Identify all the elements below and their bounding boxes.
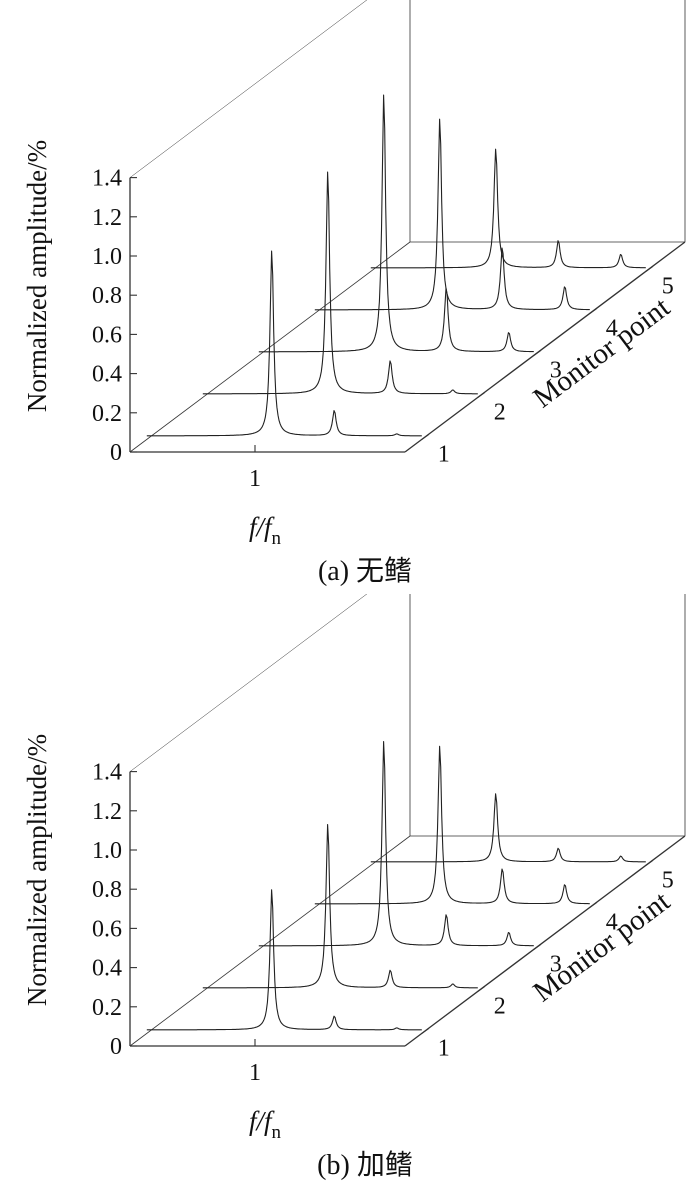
depth-axis-title: Monitor point	[527, 291, 676, 414]
y-tick-label: 1.0	[92, 838, 122, 864]
depth-tick-mark	[533, 349, 542, 356]
axes-frame	[129, 594, 686, 1047]
x-axis-title: f/fn	[249, 1106, 282, 1143]
depth-tick-mark	[589, 901, 598, 908]
side-wall-top-edge	[129, 594, 368, 772]
spectrum-line-monitor-2	[202, 171, 478, 395]
y-tick-label: 0.6	[92, 916, 122, 942]
spectrum-line-monitor-2	[202, 823, 478, 989]
y-tick-label: 0.4	[92, 956, 122, 982]
y-tick-label: 1.2	[92, 205, 122, 231]
depth-axis-line	[404, 241, 686, 453]
axes-frame	[129, 0, 686, 453]
y-tick-label: 1.4	[92, 760, 122, 786]
depth-tick-label: 5	[662, 273, 674, 299]
chart-panel-b: 0 0.2 0.4 0.6 0.8 1.0 1.2 1.4 1 1 2 3 4 5 Normalized a…	[0, 594, 700, 1188]
y-tick-label: 0	[110, 1034, 122, 1060]
y-tick-label: 0.8	[92, 283, 122, 309]
depth-tick-label: 5	[662, 867, 674, 893]
depth-tick-mark	[645, 265, 654, 272]
side-wall-top-edge	[129, 0, 368, 178]
x-tick-label: 1	[249, 1060, 261, 1086]
spectrum-line-monitor-3	[258, 741, 534, 947]
chart-b: 0 0.2 0.4 0.6 0.8 1.0 1.2 1.4 1 1 2 3 4 5 Normalized a…	[22, 594, 686, 1181]
x-axis-title-subscript: n	[272, 528, 282, 549]
chart-panel-a: 0 0.2 0.4 0.6 0.8 1.0 1.2 1.4 1 1 2 3 4 5 Normalized a…	[22, 0, 686, 587]
y-tick-label: 0.2	[92, 995, 122, 1021]
y-axis-title: Normalized amplitude/%	[22, 734, 52, 1006]
depth-tick-label: 2	[494, 993, 506, 1019]
y-tick-label: 1.0	[92, 244, 122, 270]
x-axis-title-subscript: n	[272, 1122, 282, 1143]
depth-tick-label: 1	[438, 441, 450, 467]
depth-tick-mark	[645, 859, 654, 866]
figure-caption: (a) 无鳍	[318, 555, 412, 587]
depth-tick-label: 1	[438, 1035, 450, 1061]
y-tick-label: 0.6	[92, 322, 122, 348]
depth-tick-label: 3	[550, 357, 562, 383]
depth-tick-mark	[477, 985, 486, 992]
depth-tick-label: 2	[494, 399, 506, 425]
depth-tick-label: 4	[606, 315, 618, 341]
spectrum-line-monitor-4	[314, 745, 590, 905]
spectrum-line-monitor-4	[314, 118, 590, 311]
x-tick-label: 1	[249, 466, 261, 492]
y-tick-label: 0.2	[92, 401, 122, 427]
x-axis-title: f/fn	[249, 512, 282, 549]
y-tick-label: 1.2	[92, 799, 122, 825]
spectrum-line-monitor-1	[146, 250, 422, 437]
spectrum-line-monitor-5	[370, 793, 646, 863]
y-axis-title: Normalized amplitude/%	[22, 140, 52, 412]
y-tick-label: 0.8	[92, 877, 122, 903]
depth-tick-label: 4	[606, 909, 618, 935]
x-axis-title-main: f/f	[249, 512, 275, 542]
y-tick-label: 0	[110, 440, 122, 466]
spectrum-line-monitor-5	[370, 148, 646, 269]
spectrum-line-monitor-3	[258, 94, 534, 353]
chart-a: 0 0.2 0.4 0.6 0.8 1.0 1.2 1.4 1 1 2 3 4 5 Normalized a…	[22, 0, 686, 587]
y-tick-label: 1.4	[92, 166, 122, 192]
depth-tick-mark	[421, 433, 430, 440]
depth-tick-mark	[533, 943, 542, 950]
y-tick-label: 0.4	[92, 362, 122, 388]
depth-axis-line	[404, 835, 686, 1047]
depth-tick-label: 3	[550, 951, 562, 977]
depth-tick-mark	[589, 307, 598, 314]
figure-caption: (b) 加鳍	[317, 1149, 413, 1181]
x-axis-title-main: f/f	[249, 1106, 275, 1136]
depth-tick-mark	[421, 1027, 430, 1034]
depth-tick-mark	[477, 391, 486, 398]
spectrum-line-monitor-1	[146, 889, 422, 1031]
